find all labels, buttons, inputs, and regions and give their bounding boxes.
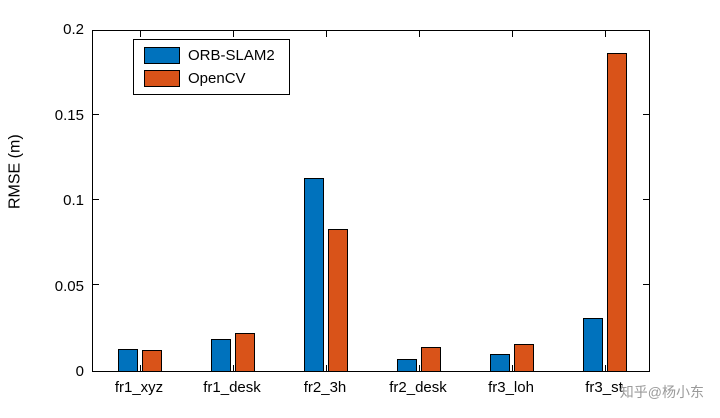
bar-ORB-SLAM2-fr2_3h (304, 178, 324, 371)
legend: ORB-SLAM2 OpenCV (133, 39, 290, 95)
legend-label: ORB-SLAM2 (188, 47, 275, 64)
y-tick-label: 0.2 (63, 21, 84, 38)
x-tick-mark (419, 365, 420, 371)
bar-ORB-SLAM2-fr1_xyz (118, 349, 138, 371)
y-tick-mark-right (643, 114, 649, 115)
y-tick-mark (93, 199, 99, 200)
bar-ORB-SLAM2-fr3_st (583, 318, 603, 371)
y-axis-label: RMSE (m) (6, 134, 24, 209)
watermark: 知乎@杨小东 (619, 384, 704, 400)
x-tick-mark (326, 365, 327, 371)
legend-label: OpenCV (188, 70, 246, 87)
legend-entry-OpenCV: OpenCV (144, 70, 275, 87)
bar-OpenCV-fr2_3h (328, 229, 348, 371)
legend-swatch (144, 47, 180, 64)
x-tick-mark-top (233, 31, 234, 37)
bar-ORB-SLAM2-fr2_desk (397, 359, 417, 371)
x-tick-label: fr2_desk (389, 379, 447, 396)
y-tick-mark (93, 114, 99, 115)
bar-OpenCV-fr2_desk (421, 347, 441, 371)
x-tick-label: fr3_st (585, 379, 623, 396)
legend-swatch (144, 70, 180, 87)
x-tick-label: fr1_desk (203, 379, 261, 396)
x-tick-mark-top (605, 31, 606, 37)
y-tick-mark-right (643, 199, 649, 200)
x-tick-mark-top (326, 31, 327, 37)
x-tick-label: fr3_loh (488, 379, 534, 396)
bar-OpenCV-fr3_st (607, 53, 627, 371)
y-tick-mark (93, 284, 99, 285)
bar-ORB-SLAM2-fr1_desk (211, 339, 231, 371)
y-tick-label: 0 (75, 363, 84, 380)
y-tick-label: 0.1 (63, 192, 84, 209)
bar-OpenCV-fr1_desk (235, 333, 255, 371)
x-tick-mark-top (512, 31, 513, 37)
x-tick-mark-top (140, 31, 141, 37)
x-tick-mark (512, 365, 513, 371)
x-tick-mark (233, 365, 234, 371)
legend-entry-ORB-SLAM2: ORB-SLAM2 (144, 47, 275, 64)
x-tick-mark-top (419, 31, 420, 37)
bar-OpenCV-fr1_xyz (142, 350, 162, 371)
y-tick-label: 0.05 (54, 278, 84, 295)
plot-area: ORB-SLAM2 OpenCV (92, 30, 650, 372)
x-tick-label: fr2_3h (303, 379, 347, 396)
x-tick-mark (140, 365, 141, 371)
bar-ORB-SLAM2-fr3_loh (490, 354, 510, 371)
x-tick-label: fr1_xyz (114, 379, 164, 396)
bar-OpenCV-fr3_loh (514, 344, 534, 371)
y-tick-mark-right (643, 284, 649, 285)
y-tick-label: 0.15 (54, 107, 84, 124)
x-tick-mark (605, 365, 606, 371)
